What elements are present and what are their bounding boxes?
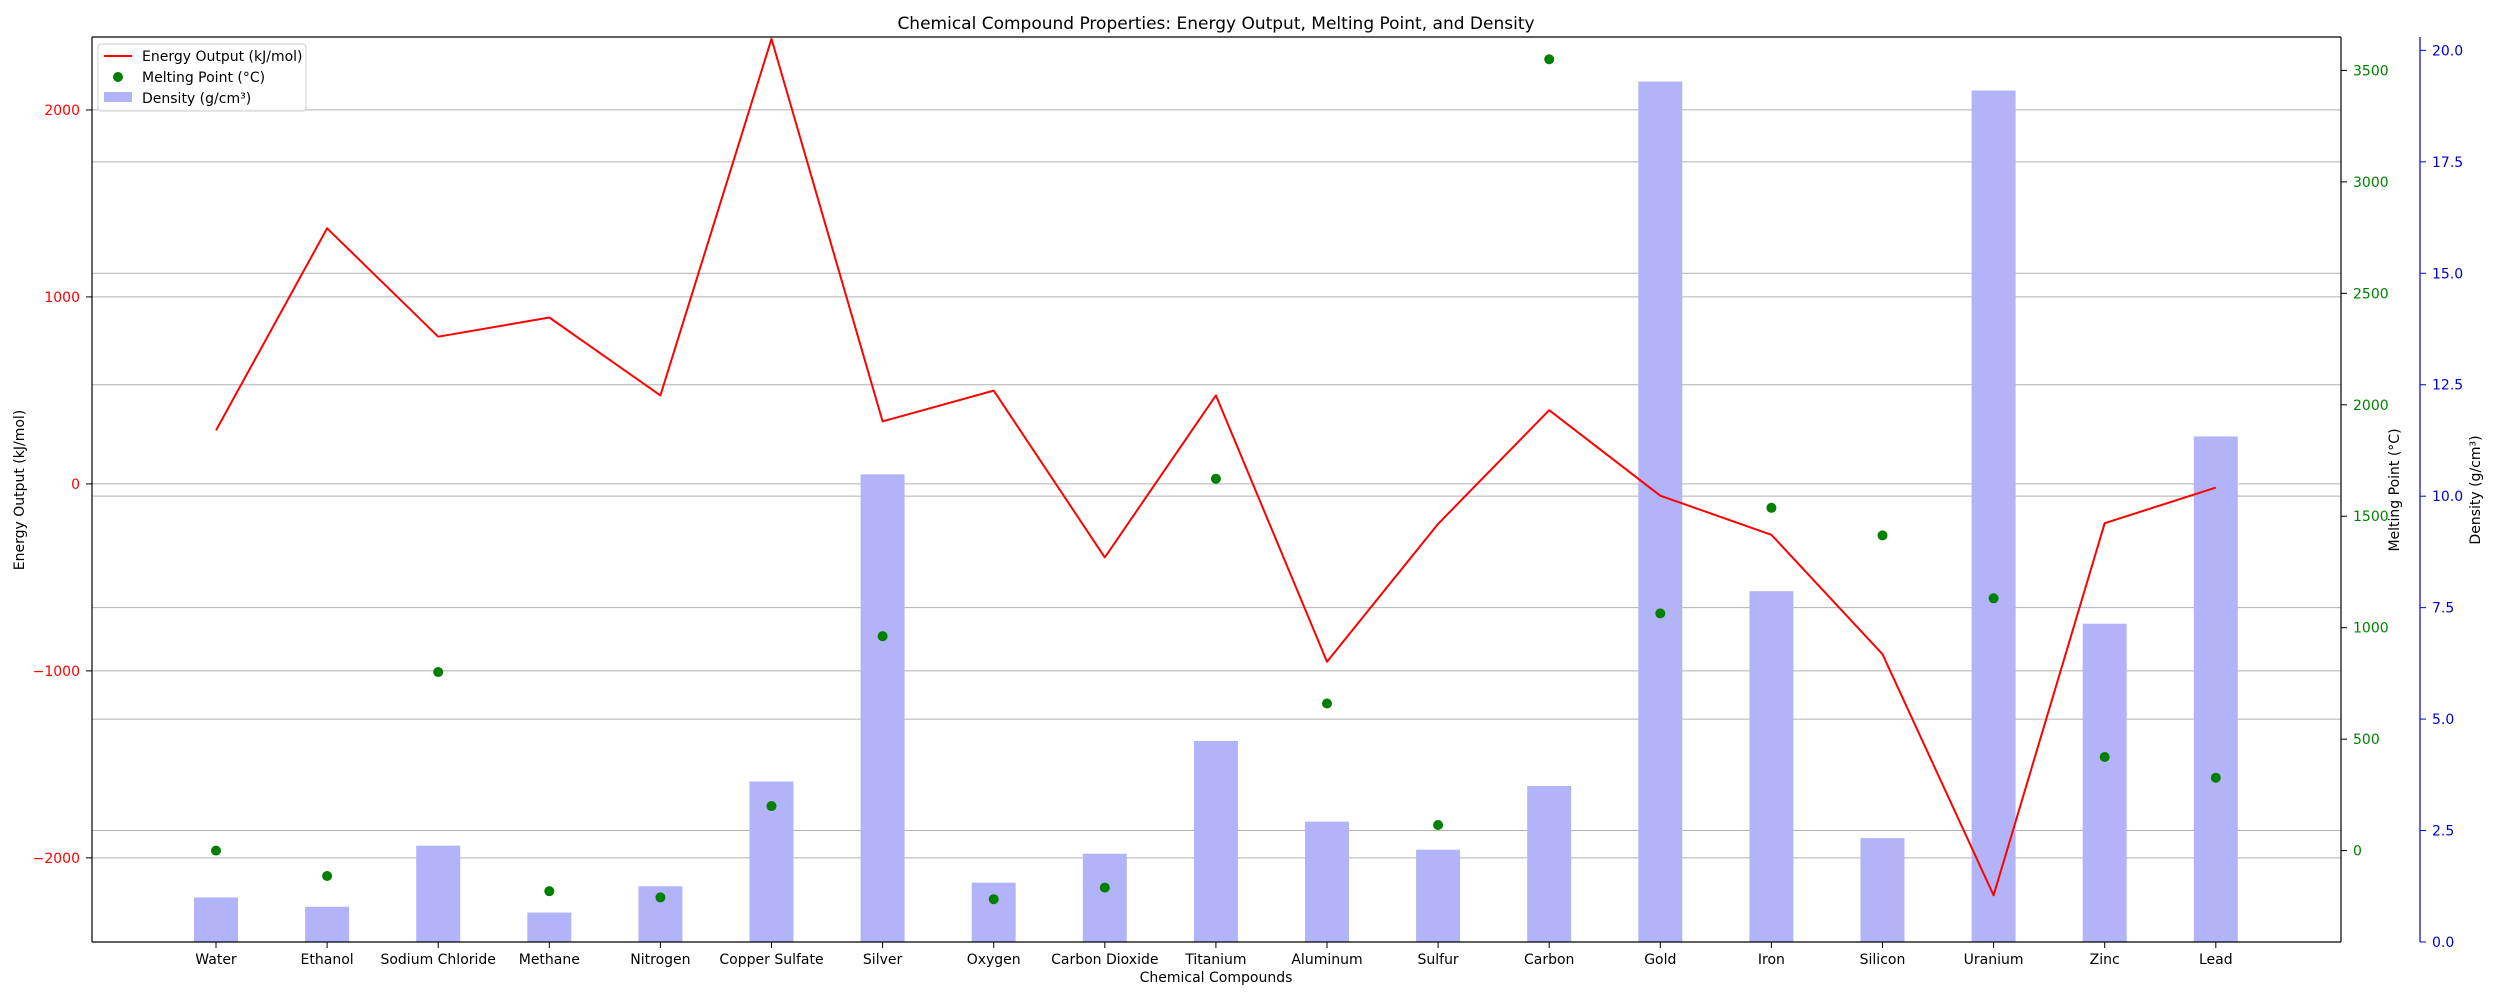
- x-tick-label: Gold: [1644, 952, 1676, 968]
- bar-density: [1527, 786, 1571, 942]
- legend-label-melting: Melting Point (°C): [142, 70, 265, 86]
- bar-density: [1305, 822, 1349, 942]
- y-tick-label-density: 2.5: [2432, 824, 2454, 840]
- bar-density: [1638, 82, 1682, 942]
- y-tick-label-energy: 2000: [44, 103, 80, 119]
- x-tick-label: Carbon Dioxide: [1051, 952, 1158, 968]
- y-axis-label-melting: Melting Point (°C): [2387, 428, 2403, 551]
- x-tick-label: Iron: [1758, 952, 1785, 968]
- x-tick-label: Aluminum: [1291, 952, 1362, 968]
- y-tick-label-density: 20.0: [2432, 43, 2463, 59]
- x-tick-label: Carbon: [1524, 952, 1574, 968]
- legend-swatch-density: [104, 92, 132, 102]
- y-tick-label-melting: 500: [2353, 732, 2380, 748]
- y-tick-label-melting: 1000: [2353, 621, 2389, 637]
- y-axis-label-energy: Energy Output (kJ/mol): [12, 410, 28, 571]
- x-tick-label: Water: [195, 952, 237, 968]
- bar-density: [1749, 591, 1793, 942]
- melting-point-marker: [655, 892, 665, 902]
- bar-density: [527, 913, 571, 942]
- x-axis-label: Chemical Compounds: [1140, 970, 1293, 986]
- melting-point-marker: [211, 846, 221, 856]
- bar-density: [1416, 850, 1460, 942]
- melting-point-marker: [1766, 503, 1776, 513]
- legend-label-density: Density (g/cm³): [142, 91, 251, 107]
- y-tick-label-melting: 0: [2353, 844, 2362, 860]
- bar-density: [1972, 90, 2016, 942]
- y-tick-label-energy: −2000: [33, 851, 80, 867]
- melting-point-marker: [1544, 54, 1554, 64]
- y-tick-label-energy: −1000: [33, 664, 80, 680]
- y-axis-label-density: Density (g/cm³): [2468, 435, 2484, 544]
- bar-density: [861, 474, 905, 942]
- bar-density: [194, 897, 238, 942]
- bar-density: [1194, 741, 1238, 942]
- bar-density: [416, 846, 460, 942]
- melting-point-marker: [1878, 530, 1888, 540]
- melting-point-marker: [2100, 752, 2110, 762]
- melting-point-marker: [767, 801, 777, 811]
- legend-label-energy: Energy Output (kJ/mol): [142, 49, 303, 65]
- melting-point-marker: [878, 631, 888, 641]
- bar-density: [305, 907, 349, 942]
- y-tick-label-energy: 0: [71, 477, 80, 493]
- x-tick-label: Uranium: [1964, 952, 2024, 968]
- x-tick-label: Zinc: [2090, 952, 2120, 968]
- density-bars: [194, 82, 2238, 942]
- y-tick-label-density: 17.5: [2432, 155, 2463, 171]
- x-tick-label: Copper Sulfate: [719, 952, 823, 968]
- x-tick-label: Methane: [519, 952, 580, 968]
- legend: Energy Output (kJ/mol) Melting Point (°C)…: [98, 44, 306, 111]
- bar-density: [2083, 624, 2127, 942]
- x-tick-label: Oxygen: [967, 952, 1021, 968]
- x-tick-label: Silicon: [1860, 952, 1906, 968]
- melting-point-marker: [2211, 773, 2221, 783]
- x-tick-label: Titanium: [1184, 952, 1246, 968]
- legend-swatch-melting: [113, 72, 123, 82]
- melting-point-marker: [1100, 883, 1110, 893]
- y-tick-label-density: 10.0: [2432, 489, 2463, 505]
- melting-point-marker: [433, 667, 443, 677]
- melting-point-marker: [1433, 820, 1443, 830]
- y-tick-label-density: 7.5: [2432, 601, 2454, 617]
- x-tick-label: Sulfur: [1417, 952, 1458, 968]
- y-tick-label-energy: 1000: [44, 290, 80, 306]
- x-tick-label: Nitrogen: [630, 952, 690, 968]
- y-tick-label-density: 15.0: [2432, 266, 2463, 282]
- y-tick-label-melting: 1500: [2353, 509, 2389, 525]
- chart-title: Chemical Compound Properties: Energy Out…: [897, 14, 1534, 34]
- x-tick-label: Silver: [863, 952, 903, 968]
- y-tick-label-melting: 2000: [2353, 398, 2389, 414]
- y-tick-label-density: 12.5: [2432, 378, 2463, 394]
- bar-density: [2194, 436, 2238, 942]
- melting-point-marker: [1322, 698, 1332, 708]
- y-tick-label-density: 0.0: [2432, 935, 2454, 951]
- y-tick-label-melting: 3000: [2353, 175, 2389, 191]
- melting-point-marker: [1211, 474, 1221, 484]
- melting-point-marker: [544, 886, 554, 896]
- y-tick-label-density: 5.0: [2432, 712, 2454, 728]
- melting-point-marker: [322, 871, 332, 881]
- y-tick-label-melting: 3500: [2353, 63, 2389, 79]
- melting-point-marker: [1989, 593, 1999, 603]
- bar-density: [1861, 838, 1905, 942]
- melting-point-marker: [989, 894, 999, 904]
- x-tick-label: Lead: [2199, 952, 2233, 968]
- melting-point-marker: [1655, 608, 1665, 618]
- bar-density: [1083, 854, 1127, 942]
- x-tick-label: Ethanol: [301, 952, 354, 968]
- y-tick-label-melting: 2500: [2353, 286, 2389, 302]
- x-tick-label: Sodium Chloride: [380, 952, 495, 968]
- bar-density: [972, 883, 1016, 942]
